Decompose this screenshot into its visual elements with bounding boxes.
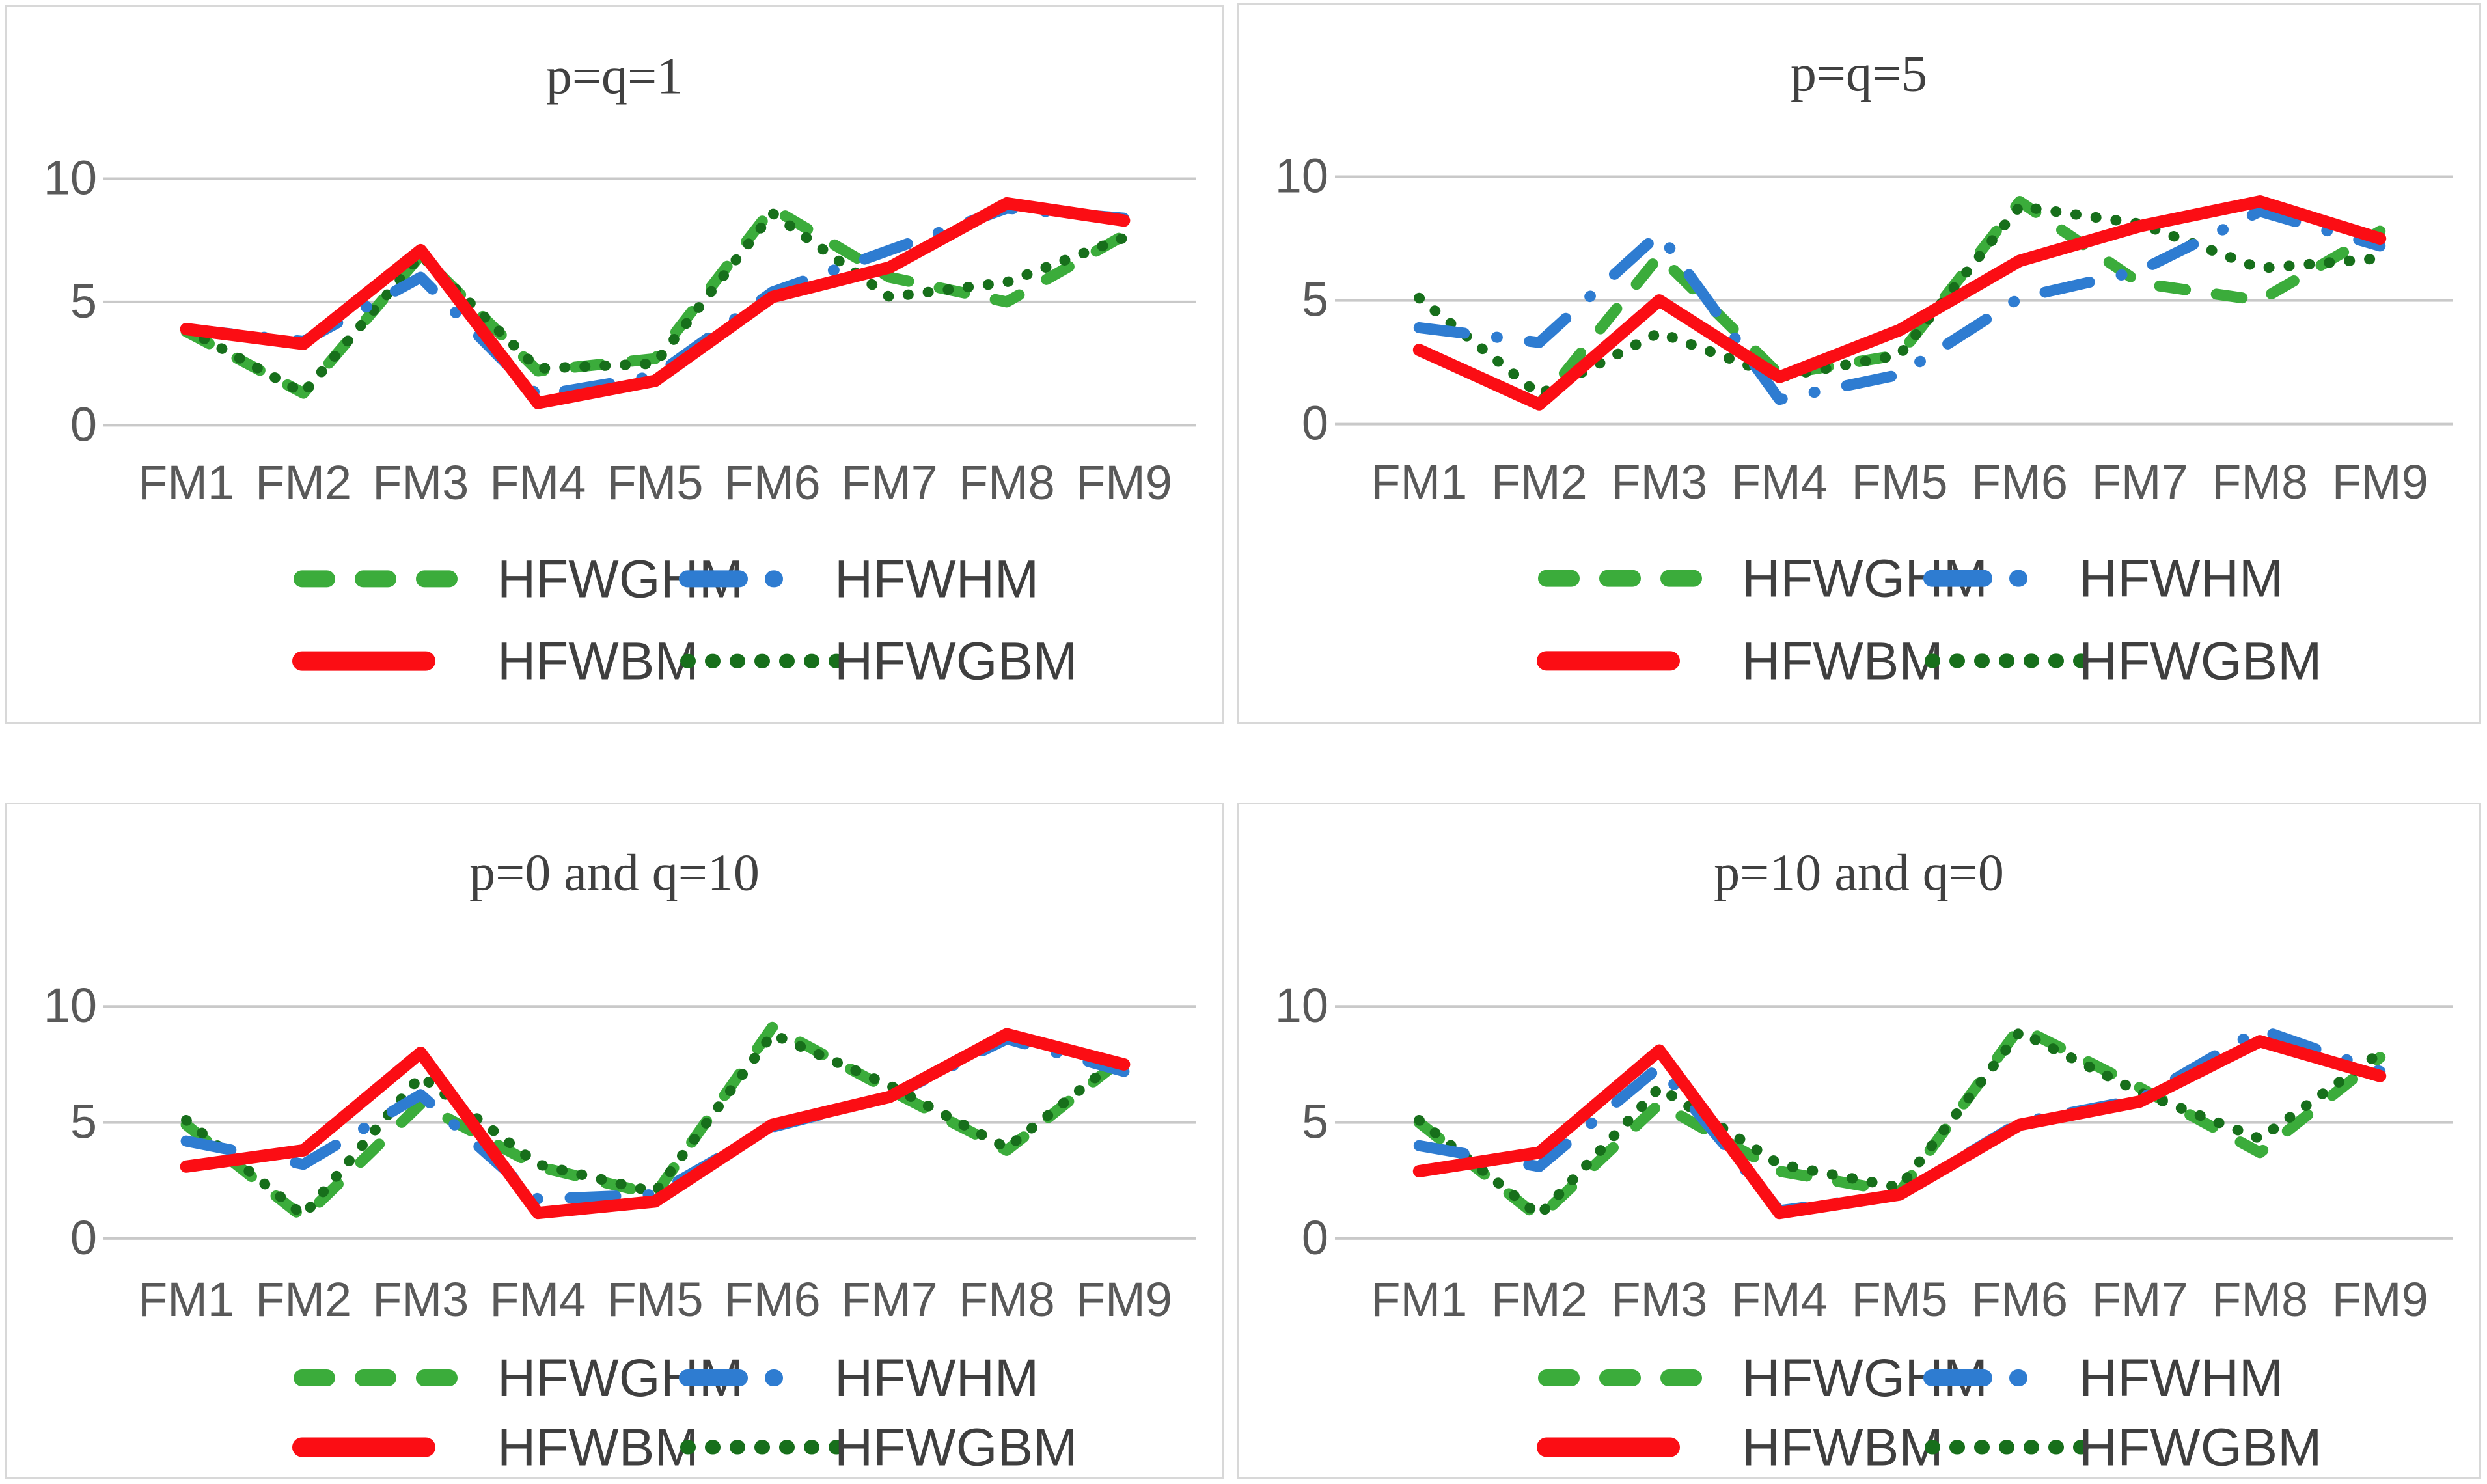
legend-label-HFWHM: HFWHM (834, 1349, 1039, 1408)
y-tick-label-0: 0 (70, 397, 97, 451)
chart-panel-3: p=0 and q=10 0 5 10 FM1 FM2 FM3 FM4 FM5 FM6 FM7 FM8… (5, 803, 1224, 1479)
legend-label-HFWBM: HFWBM (1742, 631, 1944, 691)
line-chart-p0q10: p=0 and q=10 0 5 10 FM1 FM2 FM3 FM4 FM5 FM6 FM7 FM8… (44, 844, 1196, 1477)
x-tick-label-FM2: FM2 (1491, 1272, 1587, 1326)
y-tick-label-5: 5 (1302, 1095, 1328, 1149)
x-tick-label-FM8: FM8 (959, 1272, 1055, 1326)
x-tick-label-FM9: FM9 (1076, 1272, 1172, 1326)
y-tick-label-0: 0 (1302, 1211, 1328, 1265)
y-tick-label-5: 5 (70, 274, 97, 328)
x-tick-label-FM8: FM8 (959, 456, 1055, 510)
chart-title: p=q=1 (546, 48, 683, 105)
legend-label-HFWHM: HFWHM (2079, 549, 2283, 609)
x-tick-label-FM4: FM4 (1731, 455, 1828, 509)
line-chart-p10q0: p=10 and q=0 0 5 10 FM1 FM2 FM3 FM4 FM5 FM6 FM7 FM8… (1275, 844, 2453, 1477)
x-tick-label-FM2: FM2 (1491, 455, 1587, 509)
y-tick-label-10: 10 (1275, 978, 1328, 1032)
y-tick-label-0: 0 (1302, 396, 1328, 450)
chart-title: p=0 and q=10 (469, 844, 760, 901)
chart-panel-2: p=q=5 0 5 10 FM1 FM2 FM3 FM4 FM5 FM6 FM7 FM8 FM9 HFWG… (1237, 3, 2481, 724)
legend-label-HFWBM: HFWBM (1742, 1418, 1944, 1477)
x-tick-label-FM9: FM9 (2332, 455, 2428, 509)
series-line-HFWGBM (1414, 1026, 2385, 1221)
y-tick-label-10: 10 (1275, 148, 1328, 202)
series-line-HFWGBM (181, 1029, 1129, 1221)
y-tick-label-5: 5 (1302, 273, 1328, 327)
series-line-HFWHM (180, 1033, 1130, 1205)
x-tick-label-FM8: FM8 (2212, 455, 2308, 509)
x-tick-label-FM6: FM6 (724, 456, 821, 510)
series-line-HFWBM (180, 197, 1131, 409)
legend-label-HFWBM: HFWBM (497, 1418, 699, 1477)
x-tick-label-FM8: FM8 (2212, 1272, 2308, 1326)
x-tick-label-FM2: FM2 (255, 1272, 351, 1326)
series-line-HFWBM (1412, 195, 2387, 411)
x-tick-label-FM9: FM9 (2332, 1272, 2428, 1326)
chart-title: p=10 and q=0 (1714, 844, 2004, 901)
legend-label-HFWGBM: HFWGBM (834, 632, 1077, 691)
x-tick-label-FM5: FM5 (1852, 1272, 1948, 1326)
series-line-HFWBM (180, 1028, 1131, 1220)
series-line-HFWBM (1412, 1035, 2387, 1220)
series-line-HFWGHM (180, 202, 1130, 399)
x-tick-label-FM1: FM1 (138, 1272, 234, 1326)
x-tick-label-FM3: FM3 (372, 456, 469, 510)
x-tick-label-FM4: FM4 (489, 456, 586, 510)
x-tick-label-FM7: FM7 (842, 456, 938, 510)
x-tick-label-FM5: FM5 (607, 456, 704, 510)
series-line-HFWHM (1413, 206, 2386, 405)
y-tick-label-0: 0 (70, 1211, 97, 1265)
x-tick-label-FM3: FM3 (372, 1272, 469, 1326)
x-tick-label-FM2: FM2 (255, 456, 351, 510)
x-tick-label-FM6: FM6 (1972, 1272, 2068, 1326)
x-tick-label-FM6: FM6 (1972, 455, 2068, 509)
legend-label-HFWBM: HFWBM (497, 632, 699, 691)
x-tick-label-FM3: FM3 (1611, 455, 1707, 509)
x-tick-label-FM7: FM7 (842, 1272, 938, 1326)
series-line-HFWGBM (181, 208, 1129, 399)
chart-panel-4: p=10 and q=0 0 5 10 FM1 FM2 FM3 FM4 FM5 FM6 FM7 FM8… (1237, 803, 2481, 1479)
x-tick-label-FM6: FM6 (724, 1272, 821, 1326)
legend-label-HFWGBM: HFWGBM (2079, 1418, 2322, 1477)
x-tick-label-FM5: FM5 (1852, 455, 1948, 509)
chart-title: p=q=5 (1791, 46, 1927, 103)
line-chart-pq5: p=q=5 0 5 10 FM1 FM2 FM3 FM4 FM5 FM6 FM7 FM8 FM9 HFWG… (1275, 46, 2453, 691)
series-line-HFWGHM (1413, 196, 2386, 410)
line-chart-pq1: p=q=1 0 5 10 FM1 FM2 FM3 FM4 FM5 FM6 FM7 FM8 FM9 HFWG… (44, 48, 1196, 691)
legend-label-HFWHM: HFWHM (834, 549, 1039, 609)
x-tick-label-FM3: FM3 (1611, 1272, 1707, 1326)
legend-label-HFWGBM: HFWGBM (2079, 631, 2322, 691)
x-tick-label-FM4: FM4 (1731, 1272, 1828, 1326)
legend-label-HFWGBM: HFWGBM (834, 1418, 1077, 1477)
x-tick-label-FM5: FM5 (607, 1272, 704, 1326)
x-tick-label-FM1: FM1 (138, 456, 234, 510)
x-tick-label-FM7: FM7 (2092, 1272, 2188, 1326)
x-tick-label-FM4: FM4 (489, 1272, 586, 1326)
x-tick-label-FM1: FM1 (1371, 455, 1467, 509)
x-tick-label-FM7: FM7 (2092, 455, 2188, 509)
legend-label-HFWHM: HFWHM (2079, 1349, 2283, 1408)
y-tick-label-10: 10 (44, 151, 97, 205)
chart-panel-1: p=q=1 0 5 10 FM1 FM2 FM3 FM4 FM5 FM6 FM7 FM8 FM9 HFWG… (5, 5, 1224, 724)
y-tick-label-5: 5 (70, 1095, 97, 1149)
series-line-HFWGHM (180, 1021, 1130, 1224)
y-tick-label-10: 10 (44, 978, 97, 1032)
x-tick-label-FM1: FM1 (1371, 1272, 1467, 1326)
x-tick-label-FM9: FM9 (1076, 456, 1172, 510)
